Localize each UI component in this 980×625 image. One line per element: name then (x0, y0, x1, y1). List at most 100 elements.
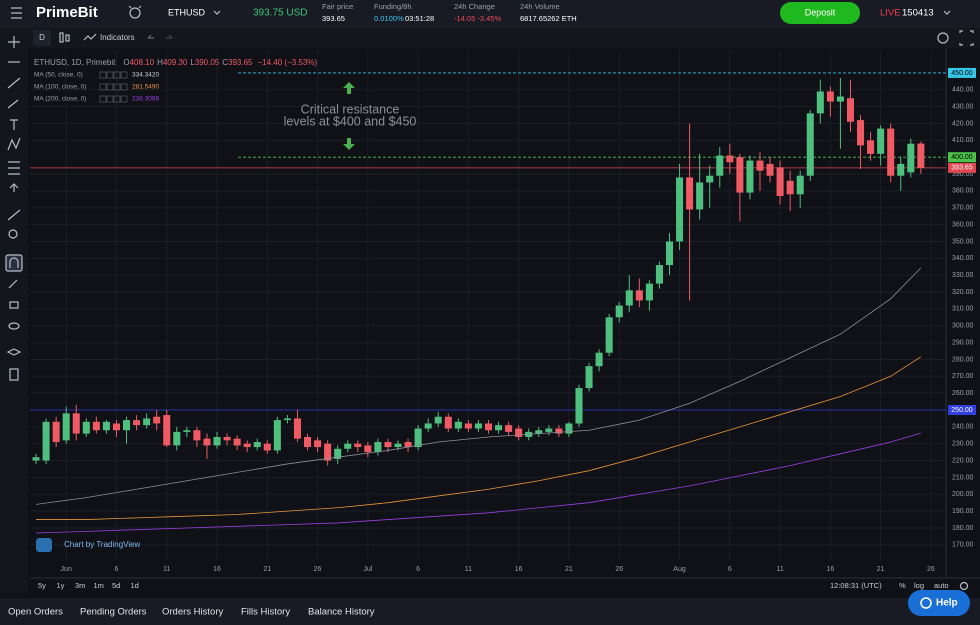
indicators-button[interactable]: Indicators (100, 33, 135, 42)
settings-icon[interactable] (937, 32, 949, 44)
tradingview-logo[interactable] (36, 538, 52, 552)
tab[interactable]: Pending Orders (80, 607, 147, 618)
deposit-button[interactable] (780, 2, 860, 24)
tab[interactable]: Fills History (241, 607, 290, 618)
candle-body (344, 443, 352, 449)
x-tick-label: 11 (163, 566, 170, 573)
ma-control[interactable] (120, 95, 128, 103)
symbol-dropdown[interactable] (213, 10, 221, 15)
help-label[interactable]: Help (936, 598, 958, 609)
ma-control[interactable] (113, 71, 121, 79)
range-button[interactable]: 1d (131, 581, 139, 590)
deposit-label[interactable]: Deposit (805, 7, 836, 17)
candle-body (243, 443, 251, 448)
stat-value: 03:51:28 (405, 14, 434, 23)
account-dropdown[interactable] (943, 10, 951, 15)
candle-body (826, 91, 834, 102)
candle-body (203, 438, 211, 446)
scale-button[interactable]: auto (934, 581, 949, 590)
candle-body (726, 155, 734, 163)
tab[interactable]: Open Orders (8, 607, 63, 618)
ma-value: 281.5490 (132, 84, 159, 91)
x-tick-label: 6 (728, 566, 732, 573)
indicators-icon[interactable] (83, 33, 97, 41)
undo-icon[interactable] (147, 34, 154, 39)
ma-control[interactable] (99, 71, 107, 79)
candle-body (625, 290, 633, 306)
y-tick-label: 280.00 (952, 356, 974, 363)
candle-body (756, 160, 764, 171)
fullscreen-icon[interactable] (959, 30, 974, 46)
y-tick-label: 430.00 (952, 103, 974, 110)
candle-body (173, 431, 181, 446)
x-tick-label: 16 (826, 566, 834, 573)
symbol[interactable]: ETHUSD (168, 7, 206, 17)
y-tick-label: 180.00 (952, 525, 974, 532)
legend-key: L (190, 58, 195, 67)
range-button[interactable]: 3m (75, 581, 85, 590)
tab[interactable]: Balance History (308, 607, 375, 618)
range-button[interactable]: 5d (112, 581, 120, 590)
candle-body (374, 442, 382, 453)
candle-body (143, 418, 151, 426)
help-icon[interactable] (920, 597, 932, 609)
account-id[interactable]: 150413 (902, 8, 934, 19)
y-tick-label: 170.00 (952, 542, 974, 549)
range-button[interactable]: 1y (57, 581, 65, 590)
menu-icon[interactable] (11, 7, 22, 19)
y-tick-label: 200.00 (952, 491, 974, 498)
scale-button[interactable]: log (914, 581, 924, 590)
range-button[interactable]: 5y (38, 581, 46, 590)
candle-body (565, 423, 573, 434)
candle-body (474, 423, 482, 429)
interval-label[interactable]: D (39, 33, 45, 42)
candle-body (52, 421, 60, 443)
candle-body (404, 442, 412, 448)
x-tick-label: Jul (363, 566, 372, 573)
ma-control[interactable] (99, 83, 107, 91)
ma-control[interactable] (99, 95, 107, 103)
tab[interactable]: Orders History (162, 607, 223, 618)
candle-body (364, 445, 372, 453)
scale-button[interactable]: % (899, 581, 906, 590)
ma-control[interactable] (113, 95, 121, 103)
ma-control[interactable] (120, 83, 128, 91)
candle-body (535, 430, 543, 434)
stat-label: 24h Volume (520, 2, 560, 11)
moving-average (36, 432, 921, 534)
ma-control[interactable] (106, 71, 114, 79)
legend-value: 408.10 (130, 58, 155, 67)
ma-control[interactable] (113, 83, 121, 91)
candle-body (655, 265, 663, 284)
help-button[interactable] (908, 590, 970, 616)
y-tick-label: 390.00 (952, 171, 974, 178)
price-label-box (948, 67, 976, 78)
alarm-icon[interactable] (128, 5, 142, 19)
ma-control[interactable] (106, 95, 114, 103)
candle-body (545, 428, 553, 432)
logo[interactable]: PrimeBit (36, 4, 98, 21)
attribution[interactable]: Chart by TradingView (64, 540, 141, 549)
candle-body (605, 317, 613, 353)
x-tick-label: 16 (515, 566, 523, 573)
interval-button[interactable] (33, 30, 51, 46)
candle-body (293, 418, 301, 439)
y-tick-label: 290.00 (952, 339, 974, 346)
legend-value: 409.30 (163, 58, 188, 67)
candle-body (303, 436, 312, 448)
annotation: Critical resistance (301, 102, 400, 116)
drawing-tools[interactable] (5, 36, 23, 381)
range-button[interactable]: 1m (94, 581, 104, 590)
clock: 12:08:31 (UTC) (830, 581, 882, 590)
x-tick-label: 21 (877, 566, 885, 573)
ma-control[interactable] (106, 83, 114, 91)
ma-control[interactable] (120, 71, 128, 79)
candle-body (444, 416, 452, 429)
stat-label: 24h Change (454, 2, 495, 11)
axis-settings[interactable] (959, 581, 969, 591)
candle-body (324, 443, 332, 461)
candle-type-icon[interactable] (59, 32, 70, 43)
redo-icon[interactable] (166, 34, 173, 39)
candle-body (163, 415, 171, 446)
